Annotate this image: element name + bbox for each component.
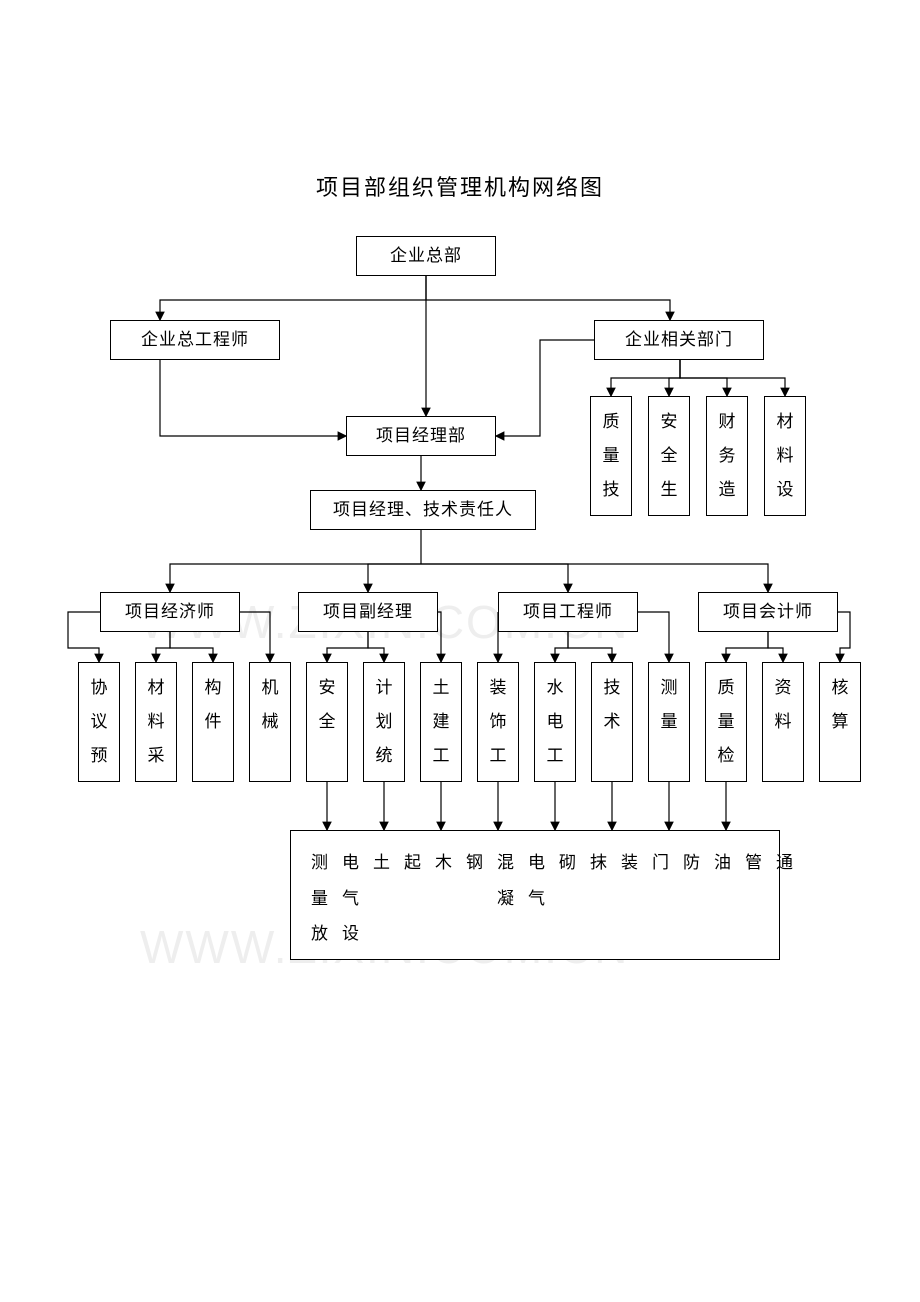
teams-cell: 门	[652, 845, 669, 881]
teams-cell: 凝	[497, 881, 514, 917]
teams-cell: 土	[373, 845, 390, 881]
node-r12: 质量检	[705, 662, 747, 782]
node-r13: 资料	[762, 662, 804, 782]
teams-cell: 木	[435, 845, 452, 881]
node-r10: 技术	[591, 662, 633, 782]
node-r3: 构件	[192, 662, 234, 782]
teams-row-0: 测电土起木钢混电砌抹装门防油管通	[311, 845, 759, 881]
node-proj-accountant: 项目会计师	[698, 592, 838, 632]
node-r9: 水电工	[534, 662, 576, 782]
node-d4: 材料设	[764, 396, 806, 516]
node-r8: 装饰工	[477, 662, 519, 782]
teams-cell	[373, 916, 390, 952]
teams-cell	[559, 881, 576, 917]
teams-cell: 管	[745, 845, 762, 881]
node-teams: 测电土起木钢混电砌抹装门防油管通 量气 凝气 放设	[290, 830, 780, 960]
teams-cell: 电	[528, 845, 545, 881]
node-d2: 安全生	[648, 396, 690, 516]
teams-cell	[683, 881, 700, 917]
teams-cell: 起	[404, 845, 421, 881]
teams-cell	[683, 916, 700, 952]
teams-cell: 通	[776, 845, 793, 881]
teams-cell	[404, 881, 421, 917]
node-r4: 机械	[249, 662, 291, 782]
teams-cell	[497, 916, 514, 952]
teams-cell	[466, 881, 483, 917]
teams-cell	[590, 916, 607, 952]
node-r7: 土建工	[420, 662, 462, 782]
teams-cell: 气	[342, 881, 359, 917]
teams-cell: 抹	[590, 845, 607, 881]
node-r11: 测量	[648, 662, 690, 782]
teams-cell: 装	[621, 845, 638, 881]
teams-cell	[652, 881, 669, 917]
teams-cell	[652, 916, 669, 952]
teams-cell	[466, 916, 483, 952]
node-chief-engineer: 企业总工程师	[110, 320, 280, 360]
teams-cell	[745, 881, 762, 917]
node-r5: 安全	[306, 662, 348, 782]
teams-cell	[404, 916, 421, 952]
teams-cell: 放	[311, 916, 328, 952]
node-related-dept: 企业相关部门	[594, 320, 764, 360]
teams-cell	[621, 881, 638, 917]
teams-cell: 砌	[559, 845, 576, 881]
teams-cell	[621, 916, 638, 952]
teams-cell	[435, 881, 452, 917]
teams-cell	[559, 916, 576, 952]
teams-cell	[435, 916, 452, 952]
teams-cell	[714, 881, 731, 917]
teams-cell: 测	[311, 845, 328, 881]
node-hq: 企业总部	[356, 236, 496, 276]
teams-cell	[590, 881, 607, 917]
teams-cell: 防	[683, 845, 700, 881]
node-proj-economist: 项目经济师	[100, 592, 240, 632]
node-proj-vice: 项目副经理	[298, 592, 438, 632]
chart-title: 项目部组织管理机构网络图	[0, 170, 920, 202]
node-r1: 协议预	[78, 662, 120, 782]
node-pm-dept: 项目经理部	[346, 416, 496, 456]
teams-cell: 混	[497, 845, 514, 881]
teams-row-2: 放设	[311, 916, 759, 952]
teams-cell	[776, 881, 793, 917]
node-pm-tech: 项目经理、技术责任人	[310, 490, 536, 530]
teams-cell: 钢	[466, 845, 483, 881]
org-chart-canvas: WWW.ZIXIN.COM.CN WWW.ZIXIN.COM.CN 项目部组织管…	[0, 0, 920, 1302]
teams-cell: 气	[528, 881, 545, 917]
node-d1: 质量技	[590, 396, 632, 516]
teams-cell	[714, 916, 731, 952]
node-r14: 核算	[819, 662, 861, 782]
node-r6: 计划统	[363, 662, 405, 782]
node-proj-engineer: 项目工程师	[498, 592, 638, 632]
teams-row-1: 量气 凝气	[311, 881, 759, 917]
teams-cell: 量	[311, 881, 328, 917]
teams-cell	[745, 916, 762, 952]
teams-cell: 油	[714, 845, 731, 881]
teams-cell	[528, 916, 545, 952]
teams-cell	[776, 916, 793, 952]
node-r2: 材料采	[135, 662, 177, 782]
teams-cell	[373, 881, 390, 917]
teams-cell: 电	[342, 845, 359, 881]
teams-cell: 设	[342, 916, 359, 952]
node-d3: 财务造	[706, 396, 748, 516]
